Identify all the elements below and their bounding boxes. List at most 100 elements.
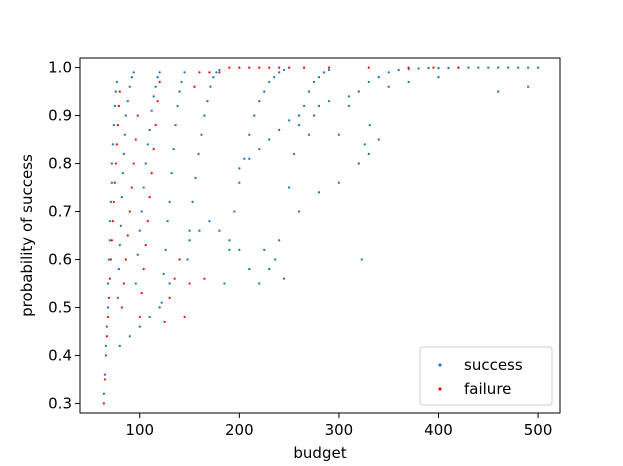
x-axis-ticks: 100 200 300 400 500 [125,413,552,439]
success-point [126,100,129,103]
failure-point [126,234,129,237]
success-point [307,133,311,136]
failure-point [327,66,331,69]
success-point [274,258,277,261]
y-tick-label: 1.0 [48,59,72,77]
success-point [105,325,109,328]
success-point [526,66,530,69]
success-point [367,80,370,84]
success-point [122,152,125,156]
success-point [166,219,169,223]
success-point [212,76,215,79]
failure-point [112,200,115,204]
failure-point [193,85,196,88]
success-point [188,239,191,242]
success-point [203,114,206,117]
success-point [168,282,171,285]
failure-point [136,114,139,117]
failure-point [107,296,110,299]
success-point [209,85,212,88]
success-point [268,267,271,271]
success-point [347,95,351,98]
success-point [397,68,400,72]
success-point [278,239,281,242]
success-point [117,267,120,271]
success-point [156,76,159,79]
success-point [150,109,153,112]
legend-label-failure: failure [464,380,511,398]
success-point [154,85,157,88]
success-point [283,68,286,72]
legend: success failure [419,346,553,406]
success-point [357,90,360,93]
success-point [312,114,316,117]
success-point [191,200,194,204]
success-point [142,186,145,189]
y-tick-label: 0.8 [48,155,72,173]
success-point [183,71,186,74]
success-point [253,114,256,117]
x-axis-title: budget [293,444,346,462]
failure-point [228,66,231,69]
success-point [162,272,165,276]
failure-point [163,320,166,323]
legend-label-success: success [464,356,523,374]
success-point [186,258,189,261]
success-point [223,282,226,285]
success-point [180,80,183,84]
failure-point [105,335,108,338]
success-point [360,258,363,261]
success-point [467,66,470,69]
y-tick-label: 0.4 [48,346,72,364]
success-point [172,148,175,151]
success-point [407,80,410,84]
y-tick-label: 0.7 [48,203,72,221]
success-point [273,76,276,79]
success-point [278,128,281,132]
success-point [507,66,510,69]
success-point [263,90,266,93]
success-point [123,133,126,136]
failure-point [144,243,147,247]
failure-point [104,354,107,357]
success-point [248,157,251,160]
success-point [134,282,137,285]
failure-point [142,267,145,271]
success-point [447,66,450,70]
success-point [526,85,530,88]
failure-point [109,258,112,261]
success-point [258,148,261,151]
success-point [148,315,151,319]
success-point [208,219,211,223]
failure-point [132,162,135,165]
success-point [322,71,326,74]
failure-point [152,148,155,151]
success-point [148,128,151,132]
success-point [297,210,301,213]
success-point [118,243,121,247]
x-tick-label: 100 [125,421,154,439]
success-point [283,277,286,280]
success-point [228,248,231,252]
success-point [108,219,112,223]
success-point [536,66,540,69]
success-point [238,167,241,170]
success-point [248,133,251,136]
success-point [263,248,266,252]
success-point [136,253,139,256]
success-point [118,344,121,347]
success-point [138,325,141,328]
success-point [130,76,133,79]
axes-frame [79,57,561,414]
success-point [160,301,163,304]
success-point [140,210,143,213]
success-point [477,66,480,69]
success-point [106,282,110,285]
success-point [132,71,135,74]
success-point [437,66,440,70]
success-point [517,66,520,69]
success-point [158,71,161,74]
success-point [114,90,117,93]
success-point [102,392,106,395]
